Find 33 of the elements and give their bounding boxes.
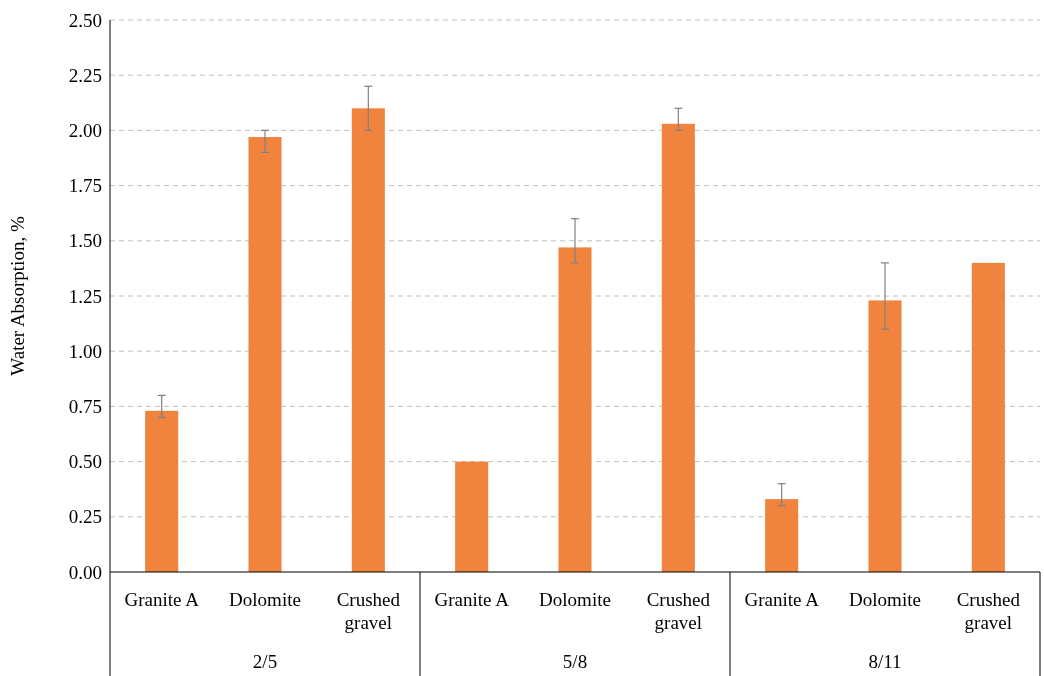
bar xyxy=(868,300,902,572)
bar xyxy=(455,461,489,572)
bar xyxy=(558,247,592,572)
text: 5/8 xyxy=(562,651,588,672)
x-tick-label: Granite A xyxy=(434,589,510,610)
y-tick-label: 1.25 xyxy=(68,285,102,307)
y-tick-label: 2.00 xyxy=(68,120,102,142)
x-tick-label: Granite A xyxy=(124,589,200,610)
bar xyxy=(971,262,1005,572)
x-tick-label: Dolomite xyxy=(539,589,611,610)
y-tick-label: 1.75 xyxy=(68,175,102,197)
x-tick-label: Granite A xyxy=(744,589,820,610)
y-tick-label: 2.50 xyxy=(68,9,102,31)
text: 2/5 xyxy=(252,651,278,672)
y-axis-title: Water Absorption, % xyxy=(7,216,28,376)
y-tick-label: 1.00 xyxy=(68,340,102,362)
bar xyxy=(661,123,695,572)
y-tick-label: 2.25 xyxy=(68,64,102,86)
bar xyxy=(351,108,385,572)
x-tick-label: Dolomite xyxy=(849,589,921,610)
bar xyxy=(145,410,179,572)
bar xyxy=(248,137,282,572)
x-tick-label: Crushed gravel xyxy=(646,589,711,633)
y-tick-label: 0.00 xyxy=(68,561,102,583)
x-tick-label: Dolomite xyxy=(229,589,301,610)
x-tick-label: Crushed gravel xyxy=(956,589,1021,633)
y-tick-label: 1.50 xyxy=(68,230,102,252)
text: 8/11 xyxy=(868,651,902,672)
y-tick-label: 0.75 xyxy=(68,396,102,418)
x-tick-label: Crushed gravel xyxy=(336,589,401,633)
y-tick-label: 0.50 xyxy=(68,451,102,473)
bar xyxy=(765,499,799,572)
y-tick-label: 0.25 xyxy=(68,506,102,528)
